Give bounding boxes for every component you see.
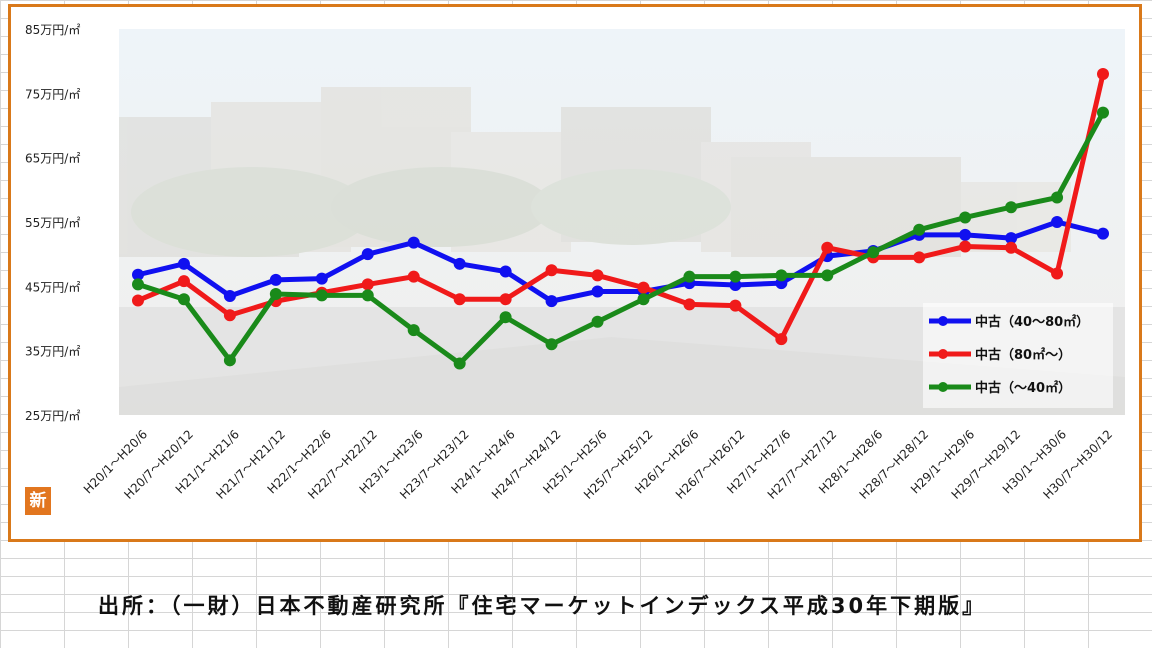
data-point [913, 251, 926, 264]
data-point [499, 293, 512, 306]
y-tick-label: 45万円/㎡ [25, 280, 80, 294]
legend-label: 中古（80㎡～） [975, 347, 1071, 363]
data-point [1051, 191, 1064, 204]
y-tick-label: 35万円/㎡ [25, 345, 80, 359]
data-point [269, 288, 282, 301]
data-point [361, 278, 374, 291]
series-line [135, 110, 1106, 367]
data-point [821, 241, 834, 254]
y-tick-label: 25万円/㎡ [25, 409, 80, 423]
data-point [407, 270, 420, 283]
legend-swatch-marker [938, 382, 948, 392]
data-point [177, 275, 190, 288]
data-point [315, 289, 328, 302]
data-point [499, 311, 512, 324]
data-point [545, 264, 558, 277]
data-point [913, 223, 926, 236]
data-point [959, 240, 972, 253]
data-point [591, 269, 604, 282]
data-point [315, 272, 328, 285]
data-point [223, 289, 236, 302]
data-point [821, 269, 834, 282]
data-point [591, 315, 604, 328]
data-point [1051, 267, 1064, 280]
data-point [1097, 227, 1109, 240]
data-point [545, 295, 558, 308]
data-point [269, 273, 282, 286]
data-point [361, 289, 374, 302]
series-line [135, 219, 1106, 304]
data-point [177, 293, 190, 306]
data-point [545, 338, 558, 351]
data-point [132, 268, 144, 281]
data-point [453, 257, 466, 270]
series-layer [132, 68, 1109, 370]
data-point [775, 269, 788, 282]
y-tick-label: 85万円/㎡ [25, 23, 80, 37]
data-point [867, 246, 880, 259]
y-tick-label: 55万円/㎡ [25, 216, 80, 230]
data-point [591, 285, 604, 298]
data-point [683, 270, 696, 283]
data-point [223, 354, 236, 367]
data-point [729, 270, 742, 283]
data-point [177, 257, 190, 270]
y-tick-label: 65万円/㎡ [25, 152, 80, 166]
data-point [1097, 68, 1109, 81]
data-point [453, 293, 466, 306]
series-0 [132, 216, 1109, 308]
source-note: 出所：（一財）日本不動産研究所『住宅マーケットインデックス平成30年下期版』 [98, 594, 987, 618]
data-point [959, 211, 972, 224]
data-point [499, 265, 512, 278]
data-point [1005, 232, 1018, 245]
data-point [729, 299, 742, 312]
data-point [959, 228, 972, 241]
line-chart: 25万円/㎡ 35万円/㎡ 45万円/㎡ 55万円/㎡ 65万円/㎡ 75万円/㎡ 85万円… [25, 23, 1125, 502]
legend-label: 中古（40～80㎡） [975, 314, 1089, 330]
data-point [637, 293, 650, 306]
logo-icon: 新 [25, 487, 51, 515]
data-point [223, 309, 236, 322]
y-tick-label: 75万円/㎡ [25, 87, 80, 101]
legend-swatch-marker [938, 316, 948, 326]
data-point [1005, 241, 1018, 254]
y-axis: 25万円/㎡ 35万円/㎡ 45万円/㎡ 55万円/㎡ 65万円/㎡ 75万円/㎡ 85万円… [25, 23, 80, 423]
legend-label: 中古（～40㎡） [975, 380, 1071, 396]
data-point [1051, 216, 1064, 228]
data-point [683, 298, 696, 311]
data-point [132, 278, 144, 291]
data-point [637, 281, 650, 294]
data-point [132, 294, 144, 307]
x-axis: H20/1～H20/6H20/7～H20/12H21/1～H21/6H21/7～… [81, 427, 1115, 502]
legend-swatch-marker [938, 349, 948, 359]
data-point [361, 248, 374, 261]
data-point [407, 236, 420, 249]
data-point [407, 324, 420, 337]
data-point [1005, 201, 1018, 214]
data-point [453, 357, 466, 370]
chart-frame: 25万円/㎡ 35万円/㎡ 45万円/㎡ 55万円/㎡ 65万円/㎡ 75万円/㎡ 85万円… [8, 4, 1142, 542]
data-point [1097, 106, 1109, 119]
data-point [775, 333, 788, 346]
data-point [729, 279, 742, 292]
legend: 中古（40～80㎡） 中古（80㎡～） 中古（～40㎡） [923, 303, 1113, 408]
series-2 [132, 106, 1109, 370]
